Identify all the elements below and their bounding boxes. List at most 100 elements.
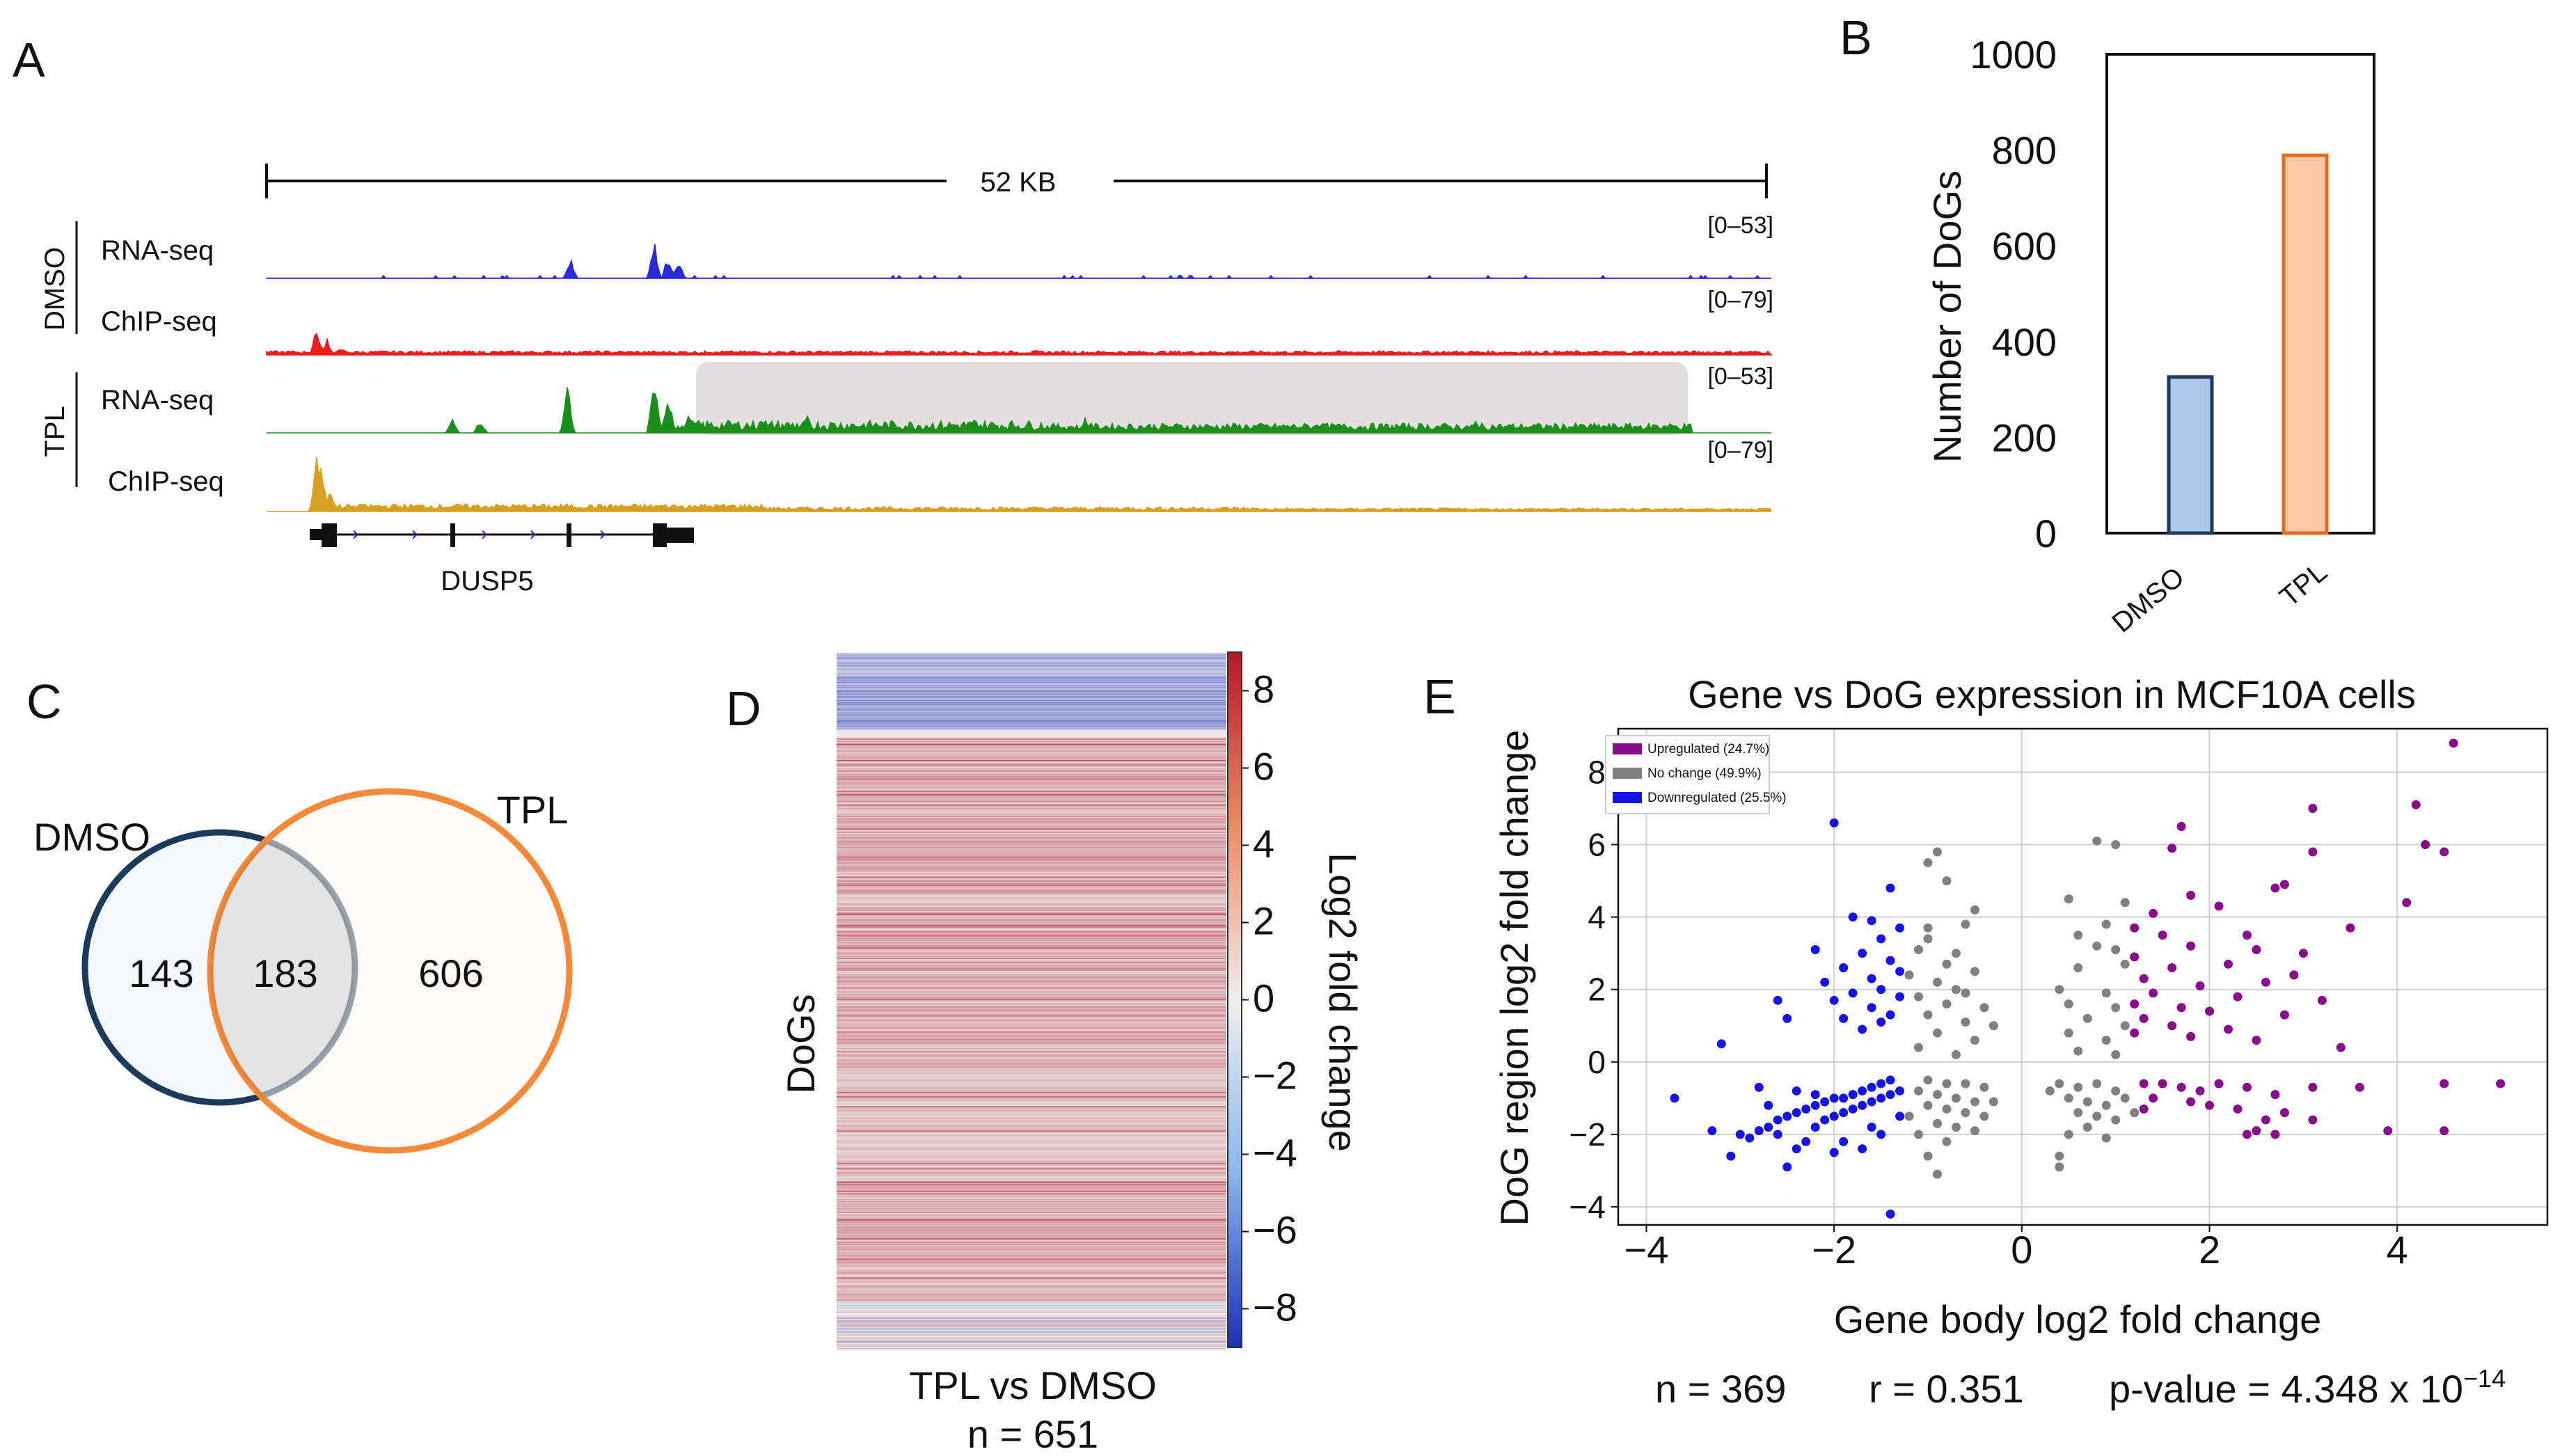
- heatmap-row: [837, 871, 1226, 873]
- point-upregulated: [2252, 944, 2261, 954]
- heatmap-row: [837, 737, 1226, 739]
- heatmap-row: [837, 974, 1226, 976]
- heatmap-row: [837, 810, 1226, 812]
- heatmap-row: [837, 1313, 1226, 1315]
- point-no-change: [2092, 941, 2102, 951]
- heatmap-row: [837, 1015, 1226, 1017]
- point-no-change: [2101, 1036, 2111, 1045]
- heatmap-row: [837, 1303, 1226, 1305]
- heatmap-row: [837, 763, 1226, 765]
- point-no-change: [2120, 898, 2130, 908]
- heatmap-row: [837, 1038, 1226, 1040]
- heatmap-row: [837, 1004, 1226, 1006]
- point-upregulated: [2279, 1010, 2289, 1020]
- heatmap-row: [837, 1205, 1226, 1208]
- heatmap-row: [837, 750, 1226, 752]
- heatmap-row: [837, 986, 1226, 988]
- heatmap-row: [837, 699, 1226, 701]
- heatmap-row: [837, 1269, 1226, 1272]
- heatmap-row: [837, 655, 1226, 657]
- point-downregulated: [1867, 1082, 1876, 1092]
- heatmap-row: [837, 850, 1226, 852]
- heatmap-row: [837, 854, 1226, 856]
- heatmap-row: [837, 1233, 1226, 1235]
- heatmap-row: [837, 867, 1226, 869]
- point-downregulated: [1670, 1093, 1679, 1103]
- heatmap-row: [837, 965, 1226, 967]
- heatmap-row: [837, 814, 1226, 816]
- heatmap-row: [837, 1244, 1226, 1246]
- heatmap-row: [837, 828, 1226, 830]
- heatmap-row: [837, 1150, 1226, 1152]
- heatmap-row: [837, 1155, 1226, 1157]
- point-upregulated: [2186, 890, 2196, 900]
- legend-swatch-up: [1613, 743, 1642, 754]
- heatmap-row: [837, 1285, 1226, 1287]
- point-no-change: [1970, 1036, 1979, 1045]
- heatmap-row: [837, 757, 1226, 759]
- point-upregulated: [2270, 883, 2280, 893]
- heatmap-row: [837, 787, 1226, 790]
- point-downregulated: [1716, 1039, 1726, 1049]
- heatmap-row: [837, 1071, 1226, 1073]
- heatmap-row: [837, 1180, 1226, 1182]
- point-upregulated: [2346, 923, 2355, 933]
- heatmap-row: [837, 962, 1226, 964]
- heatmap-row: [837, 1271, 1226, 1273]
- heatmap-row: [837, 766, 1226, 768]
- point-downregulated: [1867, 974, 1876, 983]
- scatter-frame: [1617, 727, 2549, 1226]
- point-downregulated: [1885, 1090, 1895, 1100]
- heatmap-row: [837, 1280, 1226, 1283]
- heatmap-row: [837, 1338, 1226, 1340]
- point-upregulated: [2149, 988, 2158, 998]
- heatmap-row: [837, 1171, 1226, 1173]
- heatmap-row: [837, 1019, 1226, 1021]
- heatmap-row: [837, 1337, 1226, 1339]
- heatmap-row: [837, 1252, 1226, 1255]
- point-no-change: [2101, 988, 2111, 998]
- point-downregulated: [1820, 1115, 1830, 1125]
- heatmap-row: [837, 1123, 1226, 1125]
- heatmap-row: [837, 1347, 1226, 1349]
- heatmap-row: [837, 1287, 1226, 1289]
- heatmap-row: [837, 1297, 1226, 1299]
- point-downregulated: [1792, 1144, 1801, 1154]
- scatter-xtick-label: 2: [2199, 1228, 2220, 1272]
- heatmap-row: [837, 820, 1226, 822]
- heatmap-row: [837, 706, 1226, 709]
- point-no-change: [1942, 1104, 1952, 1114]
- heatmap-row: [837, 841, 1226, 844]
- point-no-change: [1923, 934, 1933, 944]
- heatmap-row: [837, 715, 1226, 718]
- heatmap-row: [837, 1235, 1226, 1237]
- heatmap-row: [837, 1188, 1226, 1190]
- stat-r: r = 0.351: [1869, 1367, 2024, 1411]
- heatmap-row: [837, 921, 1226, 924]
- heatmap-row: [837, 1101, 1226, 1104]
- heatmap-row: [837, 1124, 1226, 1126]
- heatmap-row: [837, 747, 1226, 749]
- heatmap-row: [837, 955, 1226, 957]
- heatmap-row: [837, 866, 1226, 868]
- point-downregulated: [1858, 1100, 1867, 1110]
- heatmap-row: [837, 1140, 1226, 1142]
- heatmap-row: [837, 1141, 1226, 1144]
- heatmap-row: [837, 950, 1226, 953]
- heatmap-row: [837, 933, 1226, 935]
- heatmap-row: [837, 1089, 1226, 1092]
- bar-chart-ylabel: Number of DoGs: [1925, 171, 1969, 463]
- gene-name: DUSP5: [441, 566, 533, 596]
- heatmap-row: [837, 745, 1226, 747]
- heatmap-row: [837, 657, 1226, 659]
- point-upregulated: [2261, 1115, 2270, 1125]
- panel-d-letter: D: [726, 681, 761, 736]
- heatmap-row: [837, 677, 1226, 679]
- point-no-change: [1914, 944, 1924, 954]
- heatmap-row: [837, 1293, 1226, 1295]
- point-no-change: [2120, 1093, 2130, 1103]
- heatmap-row: [837, 1059, 1226, 1061]
- point-downregulated: [1848, 912, 1858, 922]
- scatter-ytick-label: 8: [1588, 754, 1606, 790]
- heatmap-row: [837, 767, 1226, 769]
